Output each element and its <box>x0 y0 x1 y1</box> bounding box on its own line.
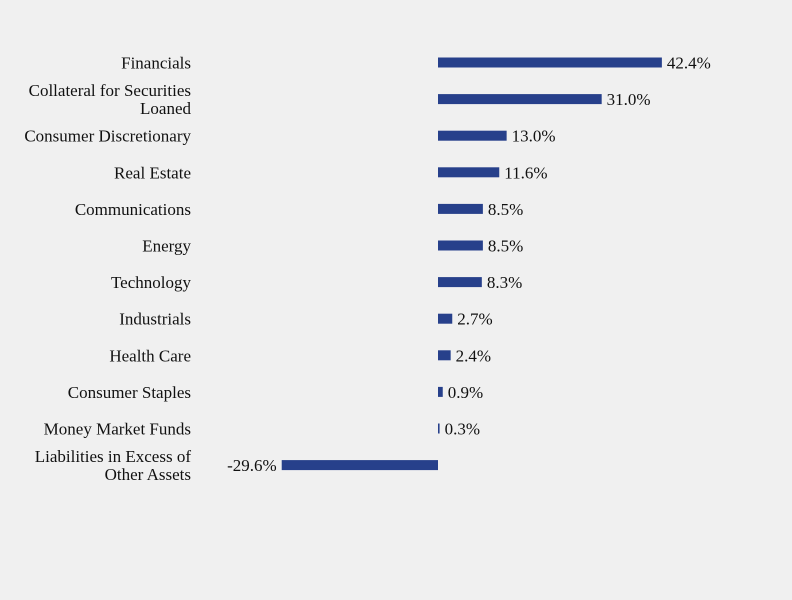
category-label-2: Consumer Discretionary <box>24 127 191 146</box>
bar-3 <box>438 167 500 178</box>
bar-1 <box>438 94 602 105</box>
category-label-1-line-0: Collateral for Securities <box>29 81 191 100</box>
value-label-8: 2.4% <box>456 346 491 365</box>
category-label-4: Communications <box>75 200 191 219</box>
value-label-7: 2.7% <box>457 310 492 329</box>
bar-4 <box>438 203 483 214</box>
category-label-6: Technology <box>111 273 192 292</box>
bar-9 <box>438 386 443 397</box>
value-label-6: 8.3% <box>487 273 522 292</box>
category-label-11-line-1: Other Assets <box>105 465 191 484</box>
category-label-7: Industrials <box>119 310 191 329</box>
value-label-11: -29.6% <box>227 456 277 475</box>
value-label-1: 31.0% <box>607 90 651 109</box>
category-label-8: Health Care <box>109 346 191 365</box>
value-label-5: 8.5% <box>488 237 523 256</box>
value-label-10: 0.3% <box>445 420 480 439</box>
bar-11 <box>281 460 438 471</box>
value-label-4: 8.5% <box>488 200 523 219</box>
bar-6 <box>438 277 482 288</box>
value-label-9: 0.9% <box>448 383 483 402</box>
value-label-2: 13.0% <box>512 127 556 146</box>
category-label-5: Energy <box>142 237 191 256</box>
value-label-3: 11.6% <box>504 163 547 182</box>
category-label-10: Money Market Funds <box>44 420 191 439</box>
category-label-0: Financials <box>121 54 191 73</box>
value-label-0: 42.4% <box>667 54 711 73</box>
category-label-11-line-0: Liabilities in Excess of <box>35 447 192 466</box>
bar-7 <box>438 313 453 324</box>
category-label-1-line-1: Loaned <box>140 99 191 118</box>
bar-5 <box>438 240 483 251</box>
bar-2 <box>438 130 507 141</box>
category-label-3: Real Estate <box>114 163 191 182</box>
bar-0 <box>438 57 662 68</box>
bar-8 <box>438 350 451 361</box>
category-label-9: Consumer Staples <box>68 383 191 402</box>
bar-10 <box>438 423 440 434</box>
